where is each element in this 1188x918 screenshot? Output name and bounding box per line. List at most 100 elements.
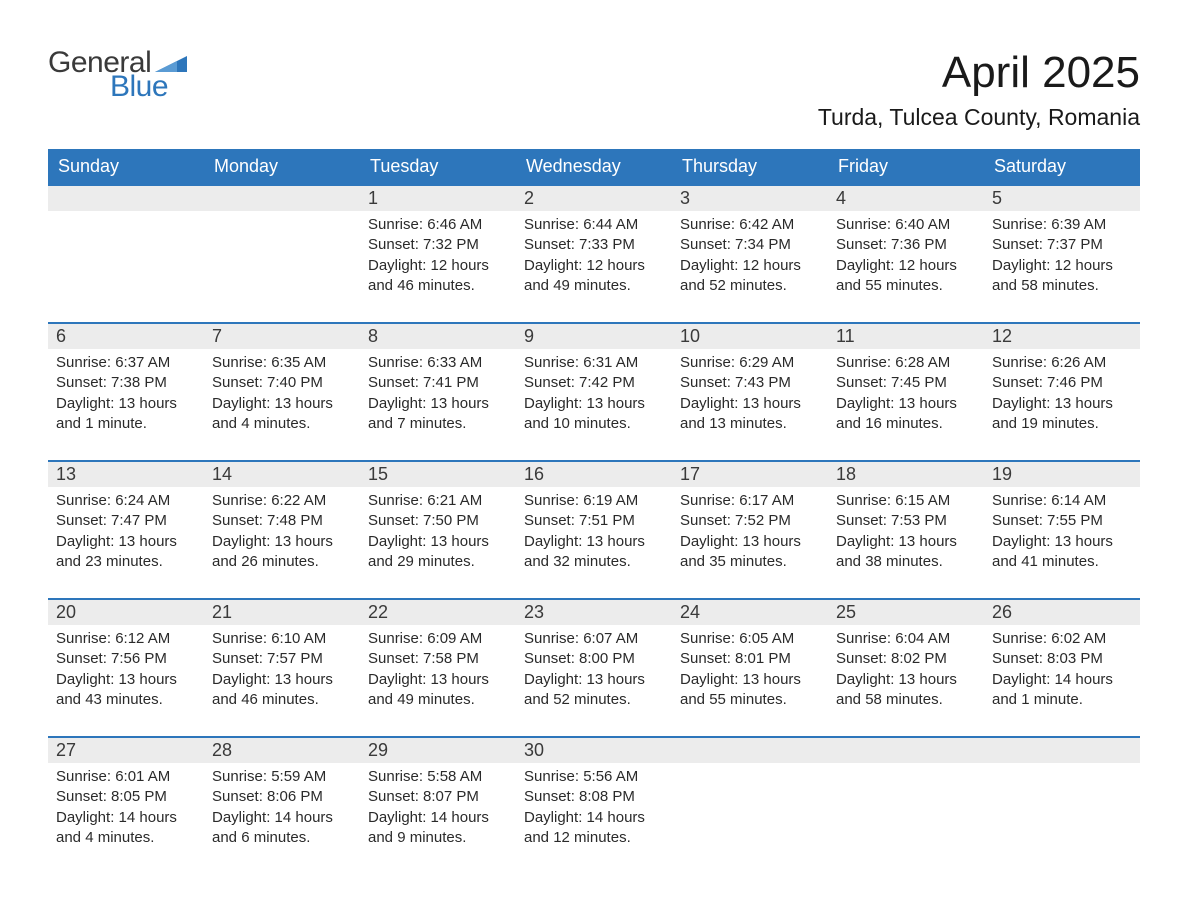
calendar-day-cell: 26Sunrise: 6:02 AMSunset: 8:03 PMDayligh… xyxy=(984,599,1140,737)
day-number xyxy=(48,186,204,211)
sunset-text: Sunset: 7:51 PM xyxy=(524,511,664,531)
calendar-day-cell: 22Sunrise: 6:09 AMSunset: 7:58 PMDayligh… xyxy=(360,599,516,737)
sunrise-text: Sunrise: 6:44 AM xyxy=(524,215,664,235)
daylight-text: Daylight: 14 hours and 12 minutes. xyxy=(524,808,664,849)
page-header: General Blue April 2025 Turda, Tulcea Co… xyxy=(48,48,1140,131)
sunset-text: Sunset: 7:34 PM xyxy=(680,235,820,255)
sunset-text: Sunset: 7:53 PM xyxy=(836,511,976,531)
sunset-text: Sunset: 7:58 PM xyxy=(368,649,508,669)
sunset-text: Sunset: 8:00 PM xyxy=(524,649,664,669)
calendar-body: 1Sunrise: 6:46 AMSunset: 7:32 PMDaylight… xyxy=(48,185,1140,875)
sunset-text: Sunset: 7:56 PM xyxy=(56,649,196,669)
sunrise-text: Sunrise: 6:17 AM xyxy=(680,491,820,511)
day-body: Sunrise: 6:05 AMSunset: 8:01 PMDaylight:… xyxy=(672,625,828,718)
flag-icon xyxy=(155,52,187,72)
calendar-day-cell: 30Sunrise: 5:56 AMSunset: 8:08 PMDayligh… xyxy=(516,737,672,875)
calendar-day-cell: 2Sunrise: 6:44 AMSunset: 7:33 PMDaylight… xyxy=(516,185,672,323)
daylight-text: Daylight: 13 hours and 1 minute. xyxy=(56,394,196,435)
sunset-text: Sunset: 7:48 PM xyxy=(212,511,352,531)
sunrise-text: Sunrise: 6:12 AM xyxy=(56,629,196,649)
calendar-day-cell: 12Sunrise: 6:26 AMSunset: 7:46 PMDayligh… xyxy=(984,323,1140,461)
title-block: April 2025 Turda, Tulcea County, Romania xyxy=(818,48,1140,131)
day-body xyxy=(48,211,204,223)
sunset-text: Sunset: 7:50 PM xyxy=(368,511,508,531)
day-body: Sunrise: 6:26 AMSunset: 7:46 PMDaylight:… xyxy=(984,349,1140,442)
day-body: Sunrise: 5:58 AMSunset: 8:07 PMDaylight:… xyxy=(360,763,516,856)
day-number xyxy=(672,738,828,763)
day-number: 23 xyxy=(516,600,672,625)
sunrise-text: Sunrise: 6:46 AM xyxy=(368,215,508,235)
location-subtitle: Turda, Tulcea County, Romania xyxy=(818,104,1140,131)
calendar-day-cell: 18Sunrise: 6:15 AMSunset: 7:53 PMDayligh… xyxy=(828,461,984,599)
weekday-header: Wednesday xyxy=(516,149,672,185)
day-number: 11 xyxy=(828,324,984,349)
daylight-text: Daylight: 12 hours and 52 minutes. xyxy=(680,256,820,297)
day-number: 16 xyxy=(516,462,672,487)
sunset-text: Sunset: 7:41 PM xyxy=(368,373,508,393)
sunrise-text: Sunrise: 6:40 AM xyxy=(836,215,976,235)
daylight-text: Daylight: 13 hours and 43 minutes. xyxy=(56,670,196,711)
day-number: 19 xyxy=(984,462,1140,487)
day-number: 18 xyxy=(828,462,984,487)
day-body: Sunrise: 6:44 AMSunset: 7:33 PMDaylight:… xyxy=(516,211,672,304)
daylight-text: Daylight: 13 hours and 19 minutes. xyxy=(992,394,1132,435)
day-number: 6 xyxy=(48,324,204,349)
sunrise-text: Sunrise: 6:09 AM xyxy=(368,629,508,649)
sunrise-text: Sunrise: 6:07 AM xyxy=(524,629,664,649)
weekday-header: Saturday xyxy=(984,149,1140,185)
sunrise-text: Sunrise: 6:39 AM xyxy=(992,215,1132,235)
day-body xyxy=(828,763,984,775)
sunrise-text: Sunrise: 6:10 AM xyxy=(212,629,352,649)
calendar-page: General Blue April 2025 Turda, Tulcea Co… xyxy=(0,0,1188,915)
weekday-header: Thursday xyxy=(672,149,828,185)
day-number xyxy=(204,186,360,211)
day-body xyxy=(204,211,360,223)
calendar-day-cell: 16Sunrise: 6:19 AMSunset: 7:51 PMDayligh… xyxy=(516,461,672,599)
calendar-day-cell xyxy=(984,737,1140,875)
sunrise-text: Sunrise: 6:35 AM xyxy=(212,353,352,373)
day-body: Sunrise: 6:02 AMSunset: 8:03 PMDaylight:… xyxy=(984,625,1140,718)
day-number: 3 xyxy=(672,186,828,211)
daylight-text: Daylight: 13 hours and 58 minutes. xyxy=(836,670,976,711)
daylight-text: Daylight: 13 hours and 49 minutes. xyxy=(368,670,508,711)
sunrise-text: Sunrise: 6:31 AM xyxy=(524,353,664,373)
calendar-week-row: 13Sunrise: 6:24 AMSunset: 7:47 PMDayligh… xyxy=(48,461,1140,599)
day-body: Sunrise: 6:12 AMSunset: 7:56 PMDaylight:… xyxy=(48,625,204,718)
day-body xyxy=(672,763,828,775)
sunrise-text: Sunrise: 6:22 AM xyxy=(212,491,352,511)
daylight-text: Daylight: 14 hours and 1 minute. xyxy=(992,670,1132,711)
calendar-day-cell: 6Sunrise: 6:37 AMSunset: 7:38 PMDaylight… xyxy=(48,323,204,461)
daylight-text: Daylight: 13 hours and 16 minutes. xyxy=(836,394,976,435)
day-body: Sunrise: 6:21 AMSunset: 7:50 PMDaylight:… xyxy=(360,487,516,580)
sunset-text: Sunset: 7:46 PM xyxy=(992,373,1132,393)
sunset-text: Sunset: 8:01 PM xyxy=(680,649,820,669)
day-body xyxy=(984,763,1140,775)
day-number: 29 xyxy=(360,738,516,763)
sunset-text: Sunset: 7:36 PM xyxy=(836,235,976,255)
daylight-text: Daylight: 13 hours and 10 minutes. xyxy=(524,394,664,435)
sunset-text: Sunset: 7:40 PM xyxy=(212,373,352,393)
calendar-day-cell: 19Sunrise: 6:14 AMSunset: 7:55 PMDayligh… xyxy=(984,461,1140,599)
calendar-day-cell: 11Sunrise: 6:28 AMSunset: 7:45 PMDayligh… xyxy=(828,323,984,461)
daylight-text: Daylight: 12 hours and 46 minutes. xyxy=(368,256,508,297)
daylight-text: Daylight: 13 hours and 32 minutes. xyxy=(524,532,664,573)
calendar-day-cell: 24Sunrise: 6:05 AMSunset: 8:01 PMDayligh… xyxy=(672,599,828,737)
daylight-text: Daylight: 12 hours and 49 minutes. xyxy=(524,256,664,297)
day-number: 9 xyxy=(516,324,672,349)
weekday-header: Monday xyxy=(204,149,360,185)
day-number: 15 xyxy=(360,462,516,487)
sunrise-text: Sunrise: 6:04 AM xyxy=(836,629,976,649)
day-number: 5 xyxy=(984,186,1140,211)
calendar-week-row: 1Sunrise: 6:46 AMSunset: 7:32 PMDaylight… xyxy=(48,185,1140,323)
daylight-text: Daylight: 12 hours and 58 minutes. xyxy=(992,256,1132,297)
day-body: Sunrise: 6:39 AMSunset: 7:37 PMDaylight:… xyxy=(984,211,1140,304)
calendar-day-cell: 13Sunrise: 6:24 AMSunset: 7:47 PMDayligh… xyxy=(48,461,204,599)
day-number: 30 xyxy=(516,738,672,763)
day-body: Sunrise: 6:04 AMSunset: 8:02 PMDaylight:… xyxy=(828,625,984,718)
day-number: 7 xyxy=(204,324,360,349)
daylight-text: Daylight: 14 hours and 4 minutes. xyxy=(56,808,196,849)
daylight-text: Daylight: 13 hours and 29 minutes. xyxy=(368,532,508,573)
calendar-day-cell: 9Sunrise: 6:31 AMSunset: 7:42 PMDaylight… xyxy=(516,323,672,461)
day-body: Sunrise: 6:19 AMSunset: 7:51 PMDaylight:… xyxy=(516,487,672,580)
day-number: 1 xyxy=(360,186,516,211)
